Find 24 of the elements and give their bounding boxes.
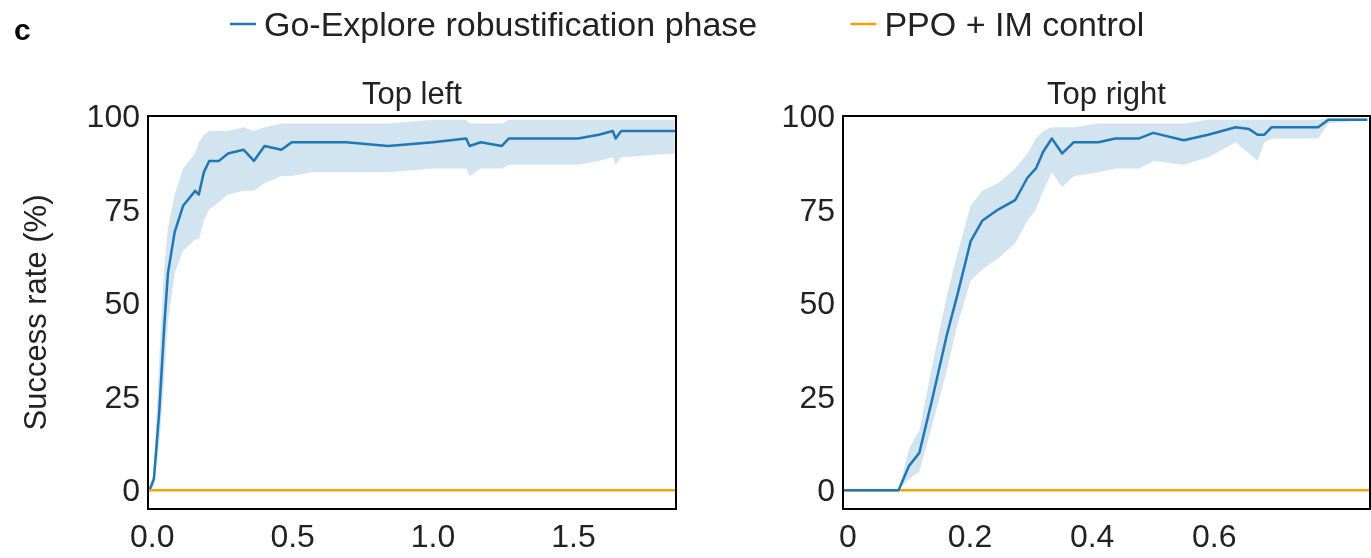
y-axis-title: Success rate (%)	[18, 194, 53, 431]
x-tick-label: 0.5	[270, 518, 315, 554]
x-tick-label: 0.6	[1192, 518, 1237, 554]
x-tick-label: 0.0	[129, 518, 175, 554]
y-tick-label: 50	[799, 285, 835, 322]
y-tick-label: 25	[799, 378, 835, 415]
y-tick-label: 100	[86, 98, 140, 135]
chart-title: Top right	[1047, 76, 1167, 111]
chart-title: Top left	[362, 76, 463, 111]
x-tick-label: 0.4	[1069, 518, 1115, 554]
legend-label: Go-Explore robustification phase	[264, 5, 758, 43]
y-tick-label: 75	[104, 191, 140, 228]
text: c	[14, 13, 31, 46]
y-tick-label: 75	[799, 191, 835, 228]
x-tick-label: 0.2	[947, 518, 993, 554]
x-tick-label: 1.0	[410, 518, 456, 554]
y-tick-label: 100	[781, 98, 835, 135]
y-tick-label: 50	[104, 285, 140, 322]
x-tick-label: 1.5	[551, 518, 596, 554]
y-tick-label: 25	[104, 378, 140, 415]
x-tick-label: 0	[838, 518, 857, 554]
y-tick-label: 0	[122, 472, 140, 509]
y-tick-label: 0	[817, 472, 835, 509]
legend-label: PPO + IM control	[884, 5, 1145, 43]
